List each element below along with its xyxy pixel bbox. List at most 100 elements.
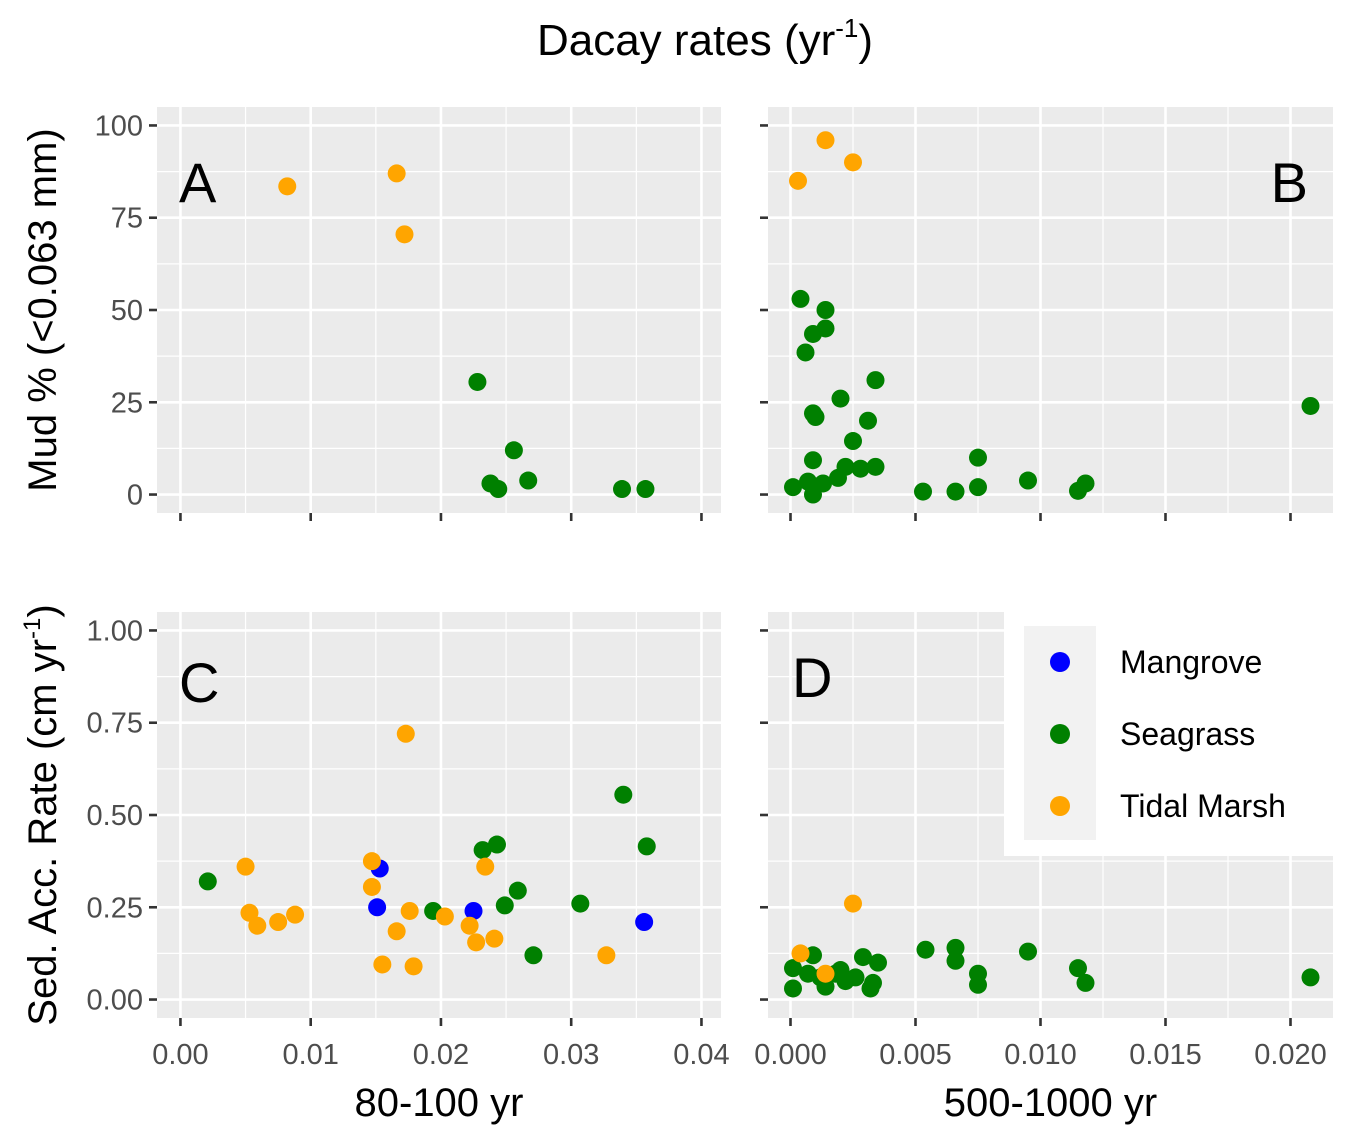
point-tidal-marsh bbox=[362, 852, 381, 871]
point-tidal-marsh bbox=[373, 955, 392, 974]
y-tick-label: 100 bbox=[95, 110, 143, 142]
point-seagrass bbox=[636, 480, 655, 499]
legend-key-seagrass bbox=[1050, 724, 1070, 744]
point-seagrass bbox=[1076, 474, 1095, 493]
point-seagrass bbox=[1069, 959, 1087, 978]
point-seagrass bbox=[784, 478, 802, 497]
y-axis-title: Sed. Acc. Rate (cm yr-1) bbox=[19, 604, 65, 1025]
point-seagrass bbox=[816, 319, 835, 338]
legend-key-mangrove bbox=[1050, 652, 1070, 672]
y-tick-label: 50 bbox=[111, 295, 143, 327]
point-seagrass bbox=[804, 451, 822, 470]
point-seagrass bbox=[489, 480, 508, 499]
point-tidal-marsh bbox=[816, 131, 835, 150]
point-seagrass bbox=[864, 973, 882, 992]
point-seagrass bbox=[969, 448, 987, 467]
point-tidal-marsh bbox=[362, 877, 381, 896]
point-seagrass bbox=[869, 953, 887, 972]
y-tick-label: 0.00 bbox=[87, 985, 143, 1017]
point-tidal-marsh bbox=[476, 857, 495, 876]
point-seagrass bbox=[859, 411, 877, 430]
point-tidal-marsh bbox=[467, 933, 486, 952]
legend-label: Mangrove bbox=[1120, 644, 1262, 680]
point-tidal-marsh bbox=[286, 905, 305, 924]
point-seagrass bbox=[473, 841, 492, 860]
point-seagrass bbox=[1076, 973, 1095, 992]
point-seagrass bbox=[916, 940, 935, 959]
point-seagrass bbox=[613, 480, 632, 499]
point-seagrass bbox=[508, 881, 527, 900]
point-seagrass bbox=[806, 408, 825, 427]
point-seagrass bbox=[784, 979, 802, 998]
y-tick-label: 0 bbox=[127, 480, 143, 512]
point-tidal-marsh bbox=[236, 857, 255, 876]
point-seagrass bbox=[969, 478, 987, 497]
y-tick-label: 0.50 bbox=[87, 800, 143, 832]
point-seagrass bbox=[495, 896, 514, 915]
point-tidal-marsh bbox=[248, 916, 267, 935]
x-axis-title: 500-1000 yr bbox=[944, 1081, 1157, 1125]
point-seagrass bbox=[969, 975, 987, 994]
x-tick-label: 0.04 bbox=[673, 1039, 729, 1071]
x-axis-title: 80-100 yr bbox=[355, 1081, 524, 1125]
point-seagrass bbox=[796, 343, 815, 362]
point-seagrass bbox=[1301, 968, 1320, 987]
panel-label: D bbox=[792, 646, 832, 709]
point-seagrass bbox=[487, 835, 506, 854]
point-seagrass bbox=[504, 441, 523, 460]
point-seagrass bbox=[844, 432, 862, 451]
x-tick-label: 0.000 bbox=[754, 1039, 827, 1071]
point-seagrass bbox=[866, 457, 885, 476]
point-seagrass bbox=[1019, 942, 1037, 961]
point-tidal-marsh bbox=[791, 944, 810, 963]
x-tick-label: 0.010 bbox=[1004, 1039, 1077, 1071]
x-tick-label: 0.01 bbox=[282, 1039, 338, 1071]
point-seagrass bbox=[829, 468, 847, 487]
point-mangrove bbox=[464, 901, 483, 920]
point-seagrass bbox=[946, 482, 965, 501]
legend: Mangrove Seagrass Tidal Marsh bbox=[1004, 612, 1336, 856]
panel-label: A bbox=[179, 151, 217, 214]
point-mangrove bbox=[635, 913, 654, 932]
point-seagrass bbox=[637, 837, 656, 856]
point-seagrass bbox=[816, 977, 835, 996]
point-seagrass bbox=[519, 471, 538, 490]
point-tidal-marsh bbox=[844, 894, 862, 913]
x-tick-label: 0.005 bbox=[879, 1039, 952, 1071]
y-tick-label: 0.25 bbox=[87, 892, 143, 924]
legend-key-tidal-marsh bbox=[1050, 796, 1070, 816]
point-seagrass bbox=[816, 301, 835, 319]
x-tick-label: 0.03 bbox=[543, 1039, 599, 1071]
x-tick-label: 0.02 bbox=[413, 1039, 469, 1071]
legend-label: Tidal Marsh bbox=[1120, 788, 1286, 824]
point-seagrass bbox=[854, 948, 872, 967]
panel-label: C bbox=[179, 651, 219, 714]
point-seagrass bbox=[804, 485, 822, 504]
point-tidal-marsh bbox=[597, 946, 616, 965]
point-seagrass bbox=[1019, 471, 1037, 490]
panel-c: 0.00 0.01 0.02 0.03 0.04 0.00 0.25 0.50 0.75 1.00… bbox=[19, 604, 730, 1125]
x-tick-label: 0.020 bbox=[1254, 1039, 1327, 1071]
x-tick-label: 0.00 bbox=[152, 1039, 208, 1071]
point-seagrass bbox=[914, 482, 932, 501]
point-seagrass bbox=[571, 894, 590, 913]
point-seagrass bbox=[468, 372, 487, 391]
point-seagrass bbox=[831, 389, 850, 408]
point-tidal-marsh bbox=[816, 964, 835, 983]
point-seagrass bbox=[198, 872, 217, 891]
y-tick-label: 25 bbox=[111, 387, 143, 419]
point-tidal-marsh bbox=[278, 177, 297, 196]
point-seagrass bbox=[946, 951, 965, 970]
panel-label: B bbox=[1271, 151, 1308, 214]
point-seagrass bbox=[614, 785, 633, 804]
point-tidal-marsh bbox=[460, 916, 479, 935]
point-tidal-marsh bbox=[396, 724, 415, 743]
y-tick-label: 1.00 bbox=[87, 615, 143, 647]
point-seagrass bbox=[846, 968, 865, 987]
legend-label: Seagrass bbox=[1120, 716, 1255, 752]
x-tick-label: 0.015 bbox=[1129, 1039, 1202, 1071]
point-tidal-marsh bbox=[400, 901, 419, 920]
point-seagrass bbox=[946, 938, 965, 957]
point-tidal-marsh bbox=[404, 957, 423, 976]
figure-title: Dacay rates (yr-1) bbox=[537, 13, 873, 65]
